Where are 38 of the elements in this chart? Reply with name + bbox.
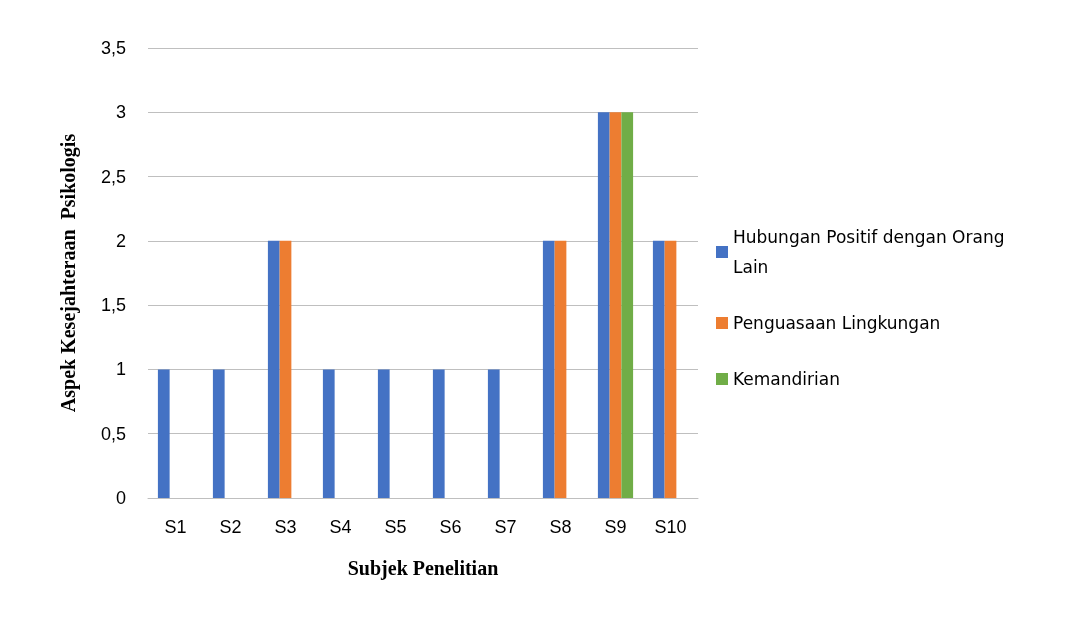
bar bbox=[279, 240, 292, 498]
bar bbox=[377, 369, 390, 498]
legend-label: Hubungan Positif dengan Orang Lain bbox=[733, 227, 1010, 277]
x-axis-title: Subjek Penelitian bbox=[347, 557, 499, 580]
y-tick-label: 1 bbox=[115, 359, 126, 380]
x-tick-label: S7 bbox=[494, 517, 517, 537]
bar bbox=[542, 240, 555, 498]
bar bbox=[432, 369, 445, 498]
y-axis-title: Aspek Kesejahteraan Psikologis bbox=[57, 133, 80, 413]
bar bbox=[212, 369, 225, 498]
legend-label: Kemandirian bbox=[733, 369, 840, 389]
y-tick-label: 1,5 bbox=[100, 295, 126, 316]
x-tick-label: S3 bbox=[274, 517, 297, 537]
x-tick-label: S4 bbox=[329, 517, 352, 537]
y-tick-label: 3,5 bbox=[100, 38, 126, 58]
bar bbox=[322, 369, 335, 498]
y-tick-label: 0 bbox=[115, 488, 126, 508]
y-tick-label: 3 bbox=[115, 102, 126, 123]
bar bbox=[621, 112, 634, 498]
bar bbox=[597, 112, 610, 498]
bar bbox=[157, 369, 170, 498]
x-tick-label: S8 bbox=[549, 517, 572, 537]
x-tick-label: S6 bbox=[439, 517, 462, 537]
bar bbox=[664, 240, 677, 498]
bar bbox=[267, 240, 280, 498]
y-tick-label: 0,5 bbox=[100, 423, 126, 444]
x-tick-label: S5 bbox=[384, 517, 407, 537]
y-tick-label: 2 bbox=[115, 230, 126, 251]
bar bbox=[554, 240, 567, 498]
x-tick-label: S2 bbox=[219, 517, 242, 537]
x-tick-label: S10 bbox=[654, 517, 687, 537]
bar bbox=[609, 112, 622, 498]
y-tick-label: 2,5 bbox=[100, 166, 126, 187]
x-tick-label: S1 bbox=[164, 517, 187, 537]
x-tick-label: S9 bbox=[604, 517, 627, 537]
bar bbox=[487, 369, 500, 498]
legend-label: Penguasaan Lingkungan bbox=[733, 313, 941, 333]
bar bbox=[652, 240, 665, 498]
